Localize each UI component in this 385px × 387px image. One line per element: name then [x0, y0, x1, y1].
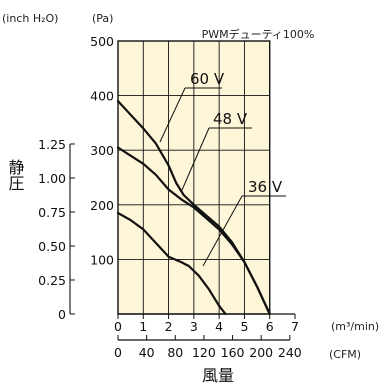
y-axis-title: 静圧 [6, 159, 25, 191]
y-axis-inch: 0 0.25 0.50 0.75 1.00 1.25 [38, 137, 75, 322]
x-tick-label-m3min: 0 [114, 319, 122, 334]
series-line-3 [116, 211, 227, 316]
x-tick-label-cfm: 120 [192, 345, 216, 360]
annotation-leader [202, 195, 243, 267]
chart-title: PWMデューティ100% [202, 27, 315, 41]
x-tick-label-cfm: 160 [221, 345, 245, 360]
x-tick-label-m3min: 4 [215, 319, 223, 334]
annotation-label: 36 V [248, 178, 283, 196]
x-tick-label-m3min: 7 [291, 319, 299, 334]
y-tick-label-pa: 400 [90, 89, 114, 104]
x-axis-title: 風量 [202, 366, 234, 385]
y-unit-inch: (inch H₂O) [2, 12, 58, 25]
x-unit-m3min: (m³/min) [331, 320, 379, 333]
y-tick-label-inch: 0.25 [38, 273, 66, 288]
annotation-label: 48 V [213, 110, 248, 128]
x-tick-label-m3min: 6 [266, 319, 274, 334]
y-tick-label-inch: 1.25 [38, 137, 66, 152]
x-axis-cfm: 0 40 80 120 160 200 240 [114, 335, 302, 360]
annotation-leader [159, 87, 186, 143]
x-axis-m3min: 0 1 2 3 4 5 6 7 [114, 313, 299, 334]
y-tick-label-pa: 300 [90, 143, 114, 158]
y-unit-pa: (Pa) [92, 12, 113, 25]
x-tick-label-cfm: 240 [278, 345, 302, 360]
x-tick-label-cfm: 200 [249, 345, 273, 360]
x-tick-label-m3min: 1 [139, 319, 147, 334]
y-tick-label-pa: 500 [90, 34, 114, 49]
series-line-2 [116, 146, 271, 316]
y-tick-label-pa: 200 [90, 198, 114, 213]
x-tick-label-cfm: 80 [167, 345, 183, 360]
y-tick-label-inch: 1.00 [38, 171, 66, 186]
annotation-leader [181, 127, 210, 191]
x-tick-label-m3min: 3 [190, 319, 198, 334]
series-annotations: 60 V 48 V 36 V [159, 70, 286, 267]
y-tick-label-inch: 0 [58, 307, 66, 322]
y-tick-label-inch: 0.75 [38, 205, 66, 220]
x-tick-label-m3min: 2 [165, 319, 173, 334]
annotation-label: 60 V [190, 70, 225, 88]
y-axis-pa: 100 200 300 400 500 [90, 34, 114, 267]
y-tick-label-inch: 0.50 [38, 239, 66, 254]
x-tick-label-m3min: 5 [240, 319, 248, 334]
x-tick-label-cfm: 40 [139, 345, 155, 360]
x-unit-cfm: (CFM) [329, 348, 361, 361]
x-tick-label-cfm: 0 [114, 345, 122, 360]
y-tick-label-pa: 100 [90, 252, 114, 267]
series-lines [116, 100, 271, 316]
